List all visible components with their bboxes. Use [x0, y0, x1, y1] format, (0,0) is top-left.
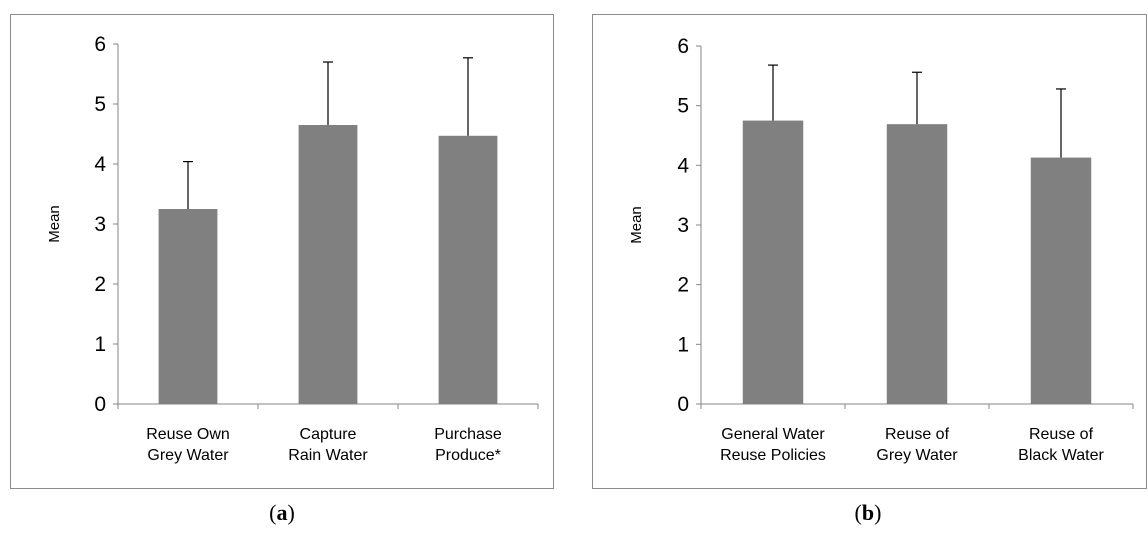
caption-a: (a) — [269, 500, 295, 525]
bar — [438, 135, 498, 405]
x-tick-label: Reuse Own — [146, 426, 230, 443]
y-tick-label: 1 — [94, 333, 106, 356]
y-tick-label: 0 — [94, 393, 106, 416]
x-tick-label: Rain Water — [288, 447, 368, 464]
x-tick-label: Purchase — [434, 426, 502, 443]
bar — [158, 209, 218, 404]
x-tick-label: Produce* — [435, 447, 501, 464]
bar — [298, 125, 358, 404]
caption-b: (b) — [854, 500, 882, 525]
y-tick-label: 2 — [94, 273, 106, 296]
caption-a-letter: a — [276, 500, 288, 525]
y-tick-label: 4 — [94, 153, 106, 176]
y-axis-label: Mean — [46, 205, 63, 243]
caption-b-letter: b — [861, 500, 875, 525]
y-tick-label: 3 — [94, 213, 106, 236]
y-tick-label: 6 — [94, 33, 106, 56]
y-tick-label: 5 — [94, 93, 106, 116]
x-tick-label: Capture — [300, 426, 357, 443]
x-tick-label: Grey Water — [147, 447, 229, 464]
